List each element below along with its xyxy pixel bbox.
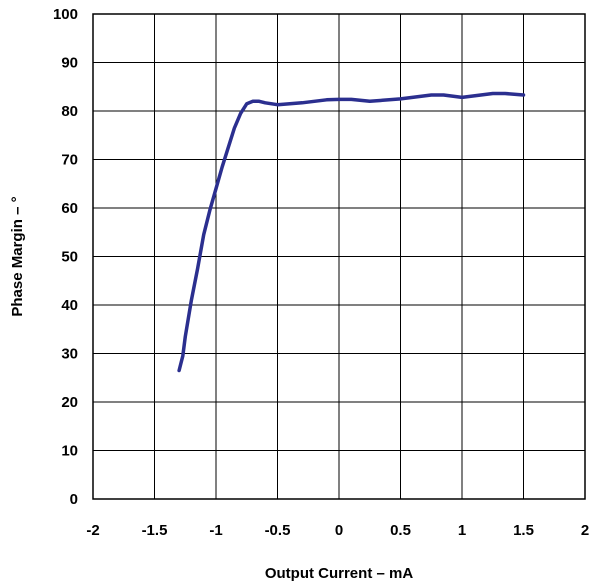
series-line-0 <box>177 91 526 373</box>
x-tick-labels: -2 -1.5 -1 -0.5 0 0.5 1 1.5 2 <box>86 522 589 539</box>
y-tick-label: 40 <box>61 297 78 314</box>
y-tick-label: 10 <box>61 443 78 460</box>
y-tick-label: 30 <box>61 346 78 363</box>
x-tick-label: 0.5 <box>390 522 411 539</box>
x-axis-label: Output Current – mA <box>265 565 413 582</box>
x-tick-label: 1.5 <box>513 522 534 539</box>
y-axis-label: Phase Margin – ° <box>9 196 26 316</box>
y-tick-label: 80 <box>61 103 78 120</box>
y-tick-label: 60 <box>61 200 78 217</box>
y-tick-labels: 0 10 20 30 40 50 60 70 80 90 100 <box>53 6 78 508</box>
x-tick-label: 1 <box>458 522 466 539</box>
series-group <box>177 91 526 373</box>
x-tick-label: -0.5 <box>265 522 291 539</box>
x-tick-label: -1.5 <box>142 522 168 539</box>
y-tick-label: 50 <box>61 249 78 266</box>
grid-lines <box>92 13 586 500</box>
y-tick-label: 90 <box>61 55 78 72</box>
x-tick-label: 0 <box>335 522 343 539</box>
y-tick-label: 70 <box>61 152 78 169</box>
x-tick-label: -1 <box>209 522 222 539</box>
plot-area-frame <box>92 13 586 500</box>
x-tick-label: -2 <box>86 522 99 539</box>
y-tick-label: 0 <box>70 491 78 508</box>
x-tick-label: 2 <box>581 522 589 539</box>
y-tick-label: 20 <box>61 394 78 411</box>
y-tick-label: 100 <box>53 6 78 23</box>
